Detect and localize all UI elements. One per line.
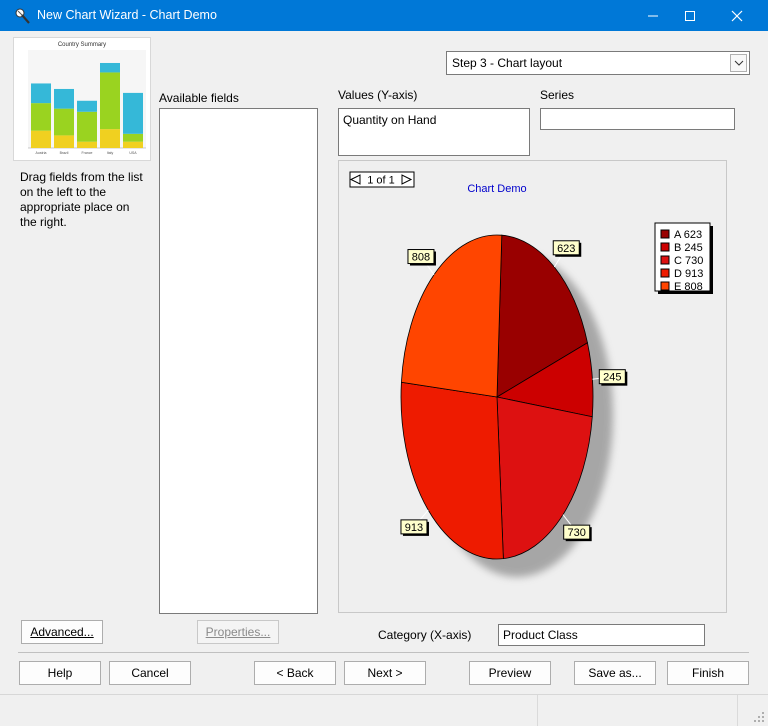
instructions-text: Drag fields from the list on the left to… <box>20 170 143 229</box>
back-button[interactable]: < Back <box>254 661 336 685</box>
data-label-box <box>552 240 580 256</box>
legend-entry: C 730 <box>674 255 703 267</box>
maximize-icon <box>685 10 695 21</box>
thumbnail-bar <box>123 92 143 134</box>
thumbnail-bar <box>100 72 120 130</box>
maximize-button[interactable] <box>667 0 713 31</box>
category-field-text: Product Class <box>503 628 578 642</box>
pie-chart: 1 of 1 Chart Demo 623 245 730 913 808 A 623B… <box>349 171 713 577</box>
minimize-icon <box>648 15 658 16</box>
series-label: Series <box>540 88 575 102</box>
step-select-value: Step 3 - Chart layout <box>452 56 563 70</box>
window-title: New Chart Wizard - Chart Demo <box>37 8 217 22</box>
data-label: 913 <box>405 522 423 534</box>
resize-grip-icon[interactable] <box>753 711 765 723</box>
properties-button[interactable]: Properties... <box>197 620 279 644</box>
thumbnail-tick-label: Austria <box>36 151 47 155</box>
data-label: 808 <box>412 252 430 264</box>
next-button-label: Next > <box>367 666 403 680</box>
thumbnail-bar <box>54 108 74 136</box>
pie-slice <box>400 381 504 560</box>
finish-button-label: Finish <box>691 666 724 680</box>
pie-slice <box>496 234 588 398</box>
chart-preview-panel: 1 of 1 Chart Demo 623 245 730 913 808 A 623 B… <box>338 160 727 613</box>
separator <box>18 652 749 653</box>
values-field-text: Quantity on Hand <box>343 113 437 127</box>
values-label: Values (Y-axis) <box>338 88 418 102</box>
category-drop-field[interactable]: Product Class <box>498 624 705 646</box>
thumbnail-bar <box>100 129 120 148</box>
chart-type-thumbnail: Country Summary Austria Brazil France Italy… <box>13 37 151 161</box>
preview-button[interactable]: Preview <box>469 661 551 685</box>
properties-button-label: Properties... <box>205 625 271 639</box>
title-bar: New Chart Wizard - Chart Demo <box>0 0 768 31</box>
thumbnail-chart: Country Summary Austria Brazil France Italy… <box>28 42 146 155</box>
wizard-wand-icon <box>15 8 30 24</box>
cancel-button-label: Cancel <box>131 666 169 680</box>
thumbnail-bar <box>77 111 97 142</box>
data-label: 730 <box>568 527 586 539</box>
legend-swatch <box>660 242 670 252</box>
legend-swatch <box>660 229 670 239</box>
chevron-down-icon[interactable] <box>730 54 747 72</box>
values-drop-field[interactable]: Quantity on Hand <box>338 108 530 156</box>
legend-entry: A 623 <box>674 229 702 241</box>
save-as-button-label: Save as... <box>588 666 642 680</box>
data-label-box <box>563 524 591 540</box>
close-icon <box>731 10 743 21</box>
series-drop-field[interactable] <box>540 108 735 130</box>
status-bar <box>0 694 768 726</box>
thumbnail-bar <box>123 133 143 142</box>
legend-entry: D 913 <box>674 268 703 280</box>
thumbnail-bar <box>54 88 74 109</box>
next-page-icon <box>401 174 413 185</box>
help-button[interactable]: Help <box>19 661 101 685</box>
prev-page-icon <box>349 174 361 185</box>
minimize-button[interactable] <box>630 0 676 31</box>
available-fields-list[interactable] <box>159 108 318 614</box>
thumbnail-bar <box>77 100 97 112</box>
chart-title: Chart Demo <box>467 183 526 195</box>
thumbnail-bar <box>123 141 143 148</box>
legend-swatch <box>660 268 670 278</box>
legend-entry: E 808 <box>674 281 703 293</box>
advanced-button[interactable]: Advanced... <box>21 620 103 644</box>
back-button-label: < Back <box>276 666 314 680</box>
save-as-button[interactable]: Save as... <box>574 661 656 685</box>
data-label-box <box>598 369 626 385</box>
pager-text: 1 of 1 <box>367 175 395 187</box>
legend-entry: B 245 <box>674 242 703 254</box>
cancel-button[interactable]: Cancel <box>109 661 191 685</box>
data-label: 623 <box>557 243 575 255</box>
preview-button-label: Preview <box>488 666 532 680</box>
next-button[interactable]: Next > <box>344 661 426 685</box>
thumbnail-bar <box>31 103 51 131</box>
data-label: 245 <box>603 372 621 384</box>
chart-pager[interactable]: 1 of 1 <box>349 171 416 189</box>
advanced-button-label: Advanced... <box>30 625 94 639</box>
thumbnail-tick-label: France <box>82 151 93 155</box>
close-button[interactable] <box>714 0 760 31</box>
thumbnail-bar <box>31 83 51 104</box>
data-label-box <box>400 519 428 535</box>
legend-swatch <box>660 255 670 265</box>
thumbnail-tick-label: USA <box>129 151 137 155</box>
available-fields-label: Available fields <box>159 91 239 105</box>
thumbnail-bar <box>54 135 74 148</box>
step-select[interactable]: Step 3 - Chart layout <box>446 51 750 75</box>
data-label-box <box>407 249 435 265</box>
help-button-label: Help <box>47 666 73 680</box>
legend-swatch <box>660 281 670 291</box>
thumbnail-title: Country Summary <box>58 42 106 48</box>
thumbnail-tick-label: Italy <box>107 151 114 155</box>
thumbnail-bar <box>100 62 120 73</box>
thumbnail-bar <box>31 130 51 148</box>
category-label: Category (X-axis) <box>378 628 472 642</box>
thumbnail-bar <box>77 141 97 148</box>
thumbnail-tick-label: Brazil <box>60 151 69 155</box>
finish-button[interactable]: Finish <box>667 661 749 685</box>
